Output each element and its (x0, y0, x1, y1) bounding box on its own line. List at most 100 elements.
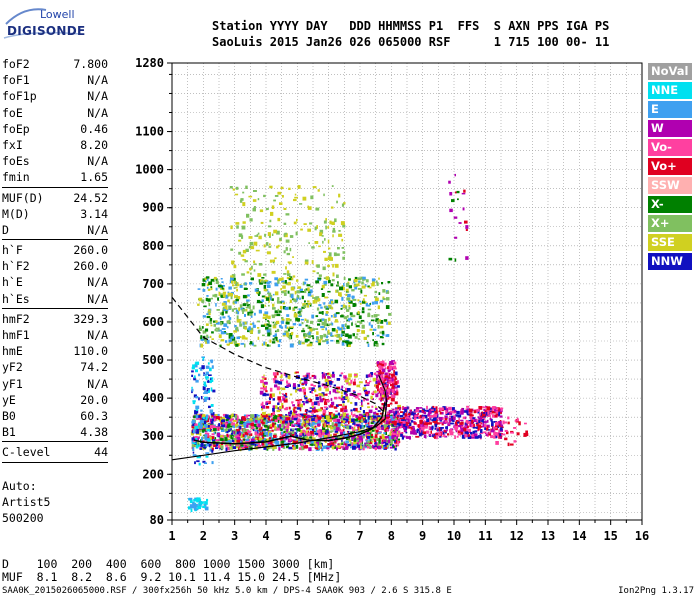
echo-point (221, 424, 225, 428)
echo-point (329, 385, 332, 388)
echo-point (432, 405, 435, 409)
echo-point (274, 405, 278, 409)
echo-point (412, 429, 416, 433)
echo-point (391, 360, 395, 362)
echo-point (454, 173, 456, 177)
echo-point (342, 412, 347, 417)
echo-point (336, 333, 341, 338)
echo-point (304, 278, 309, 281)
echo-point (282, 445, 286, 449)
param-name: yF1 (2, 376, 23, 391)
echo-point (316, 336, 319, 341)
echo-point (274, 375, 277, 378)
echo-point (384, 429, 387, 432)
echo-point (356, 436, 359, 439)
echo-point (260, 324, 265, 327)
echo-point (253, 263, 257, 265)
echo-point (315, 443, 318, 448)
echo-point (318, 304, 322, 307)
echo-point (274, 313, 277, 317)
legend-item-nnw: NNW (648, 253, 692, 270)
echo-point (248, 435, 251, 439)
param-row: yF2 74.2 (2, 359, 108, 375)
echo-point (263, 341, 266, 346)
echo-point (227, 424, 230, 428)
echo-point (314, 409, 318, 413)
echo-point (331, 446, 335, 449)
echo-point (266, 329, 271, 333)
echo-point (375, 280, 378, 283)
echo-point (435, 432, 439, 434)
echo-point (329, 404, 334, 408)
echo-point (249, 327, 254, 332)
param-value: N/A (87, 89, 108, 104)
echo-point (309, 436, 312, 439)
echo-point (344, 421, 347, 424)
echo-point (438, 427, 441, 431)
echo-point (471, 408, 474, 412)
echo-point (239, 433, 243, 435)
echo-point (387, 424, 389, 428)
echo-point (357, 444, 361, 448)
echo-point (333, 443, 336, 447)
echo-point (298, 308, 301, 311)
echo-point (379, 412, 384, 415)
echo-point (225, 309, 229, 312)
echo-point (396, 434, 400, 437)
echo-point (362, 276, 366, 280)
echo-point (257, 438, 262, 443)
echo-point (235, 446, 239, 449)
echo-point (355, 444, 358, 447)
echo-point (392, 411, 395, 413)
echo-point (469, 415, 473, 419)
echo-point (268, 415, 271, 419)
echo-point (192, 442, 197, 445)
echo-point (269, 425, 273, 429)
echo-point (378, 379, 380, 383)
echo-point (393, 378, 397, 380)
param-value: 74.2 (80, 360, 108, 375)
echo-point (231, 444, 234, 448)
echo-point (392, 413, 395, 418)
echo-point (247, 414, 251, 417)
echo-point (249, 282, 253, 285)
echo-point (392, 415, 396, 419)
echo-point (433, 413, 438, 418)
echo-point (242, 249, 247, 254)
echo-point (307, 287, 310, 292)
echo-point (496, 407, 499, 410)
echo-point (263, 381, 268, 385)
echo-point (358, 435, 363, 440)
echo-point (382, 289, 386, 293)
echo-point (268, 441, 271, 445)
echo-point (270, 423, 272, 427)
echo-point (472, 430, 476, 435)
echo-point (205, 365, 210, 369)
echo-point (278, 310, 282, 313)
echo-point (383, 384, 387, 387)
echo-point (323, 305, 328, 309)
echo-point (359, 418, 363, 422)
echo-point (309, 391, 312, 393)
echo-point (491, 421, 494, 425)
echo-point (198, 328, 203, 331)
echo-point (279, 301, 282, 304)
param-row: h`F2 260.0 (2, 258, 108, 274)
echo-point (322, 412, 326, 416)
echo-point (488, 431, 492, 436)
echo-point (438, 432, 442, 436)
echo-point (306, 284, 311, 287)
echo-point (335, 404, 339, 407)
echo-point (220, 445, 224, 450)
echo-point (468, 436, 472, 438)
echo-point (238, 446, 240, 450)
echo-point (387, 434, 391, 437)
echo-point (209, 418, 212, 423)
echo-point (257, 433, 261, 437)
echo-point (326, 415, 330, 419)
echo-point (346, 381, 350, 385)
echo-point (309, 430, 314, 435)
echo-point (304, 426, 308, 429)
echo-point (311, 260, 314, 264)
echo-point (388, 391, 391, 395)
